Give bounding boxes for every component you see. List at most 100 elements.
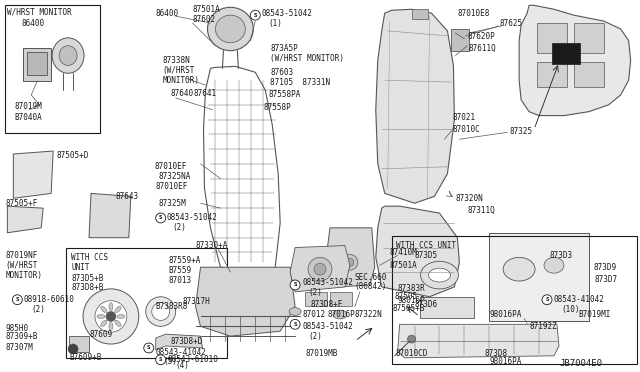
Polygon shape — [196, 267, 295, 336]
Text: 87643: 87643 — [116, 192, 139, 201]
Text: JB7004E0: JB7004E0 — [559, 359, 602, 368]
Text: 08543-51042: 08543-51042 — [302, 279, 353, 288]
Text: 08543-51042: 08543-51042 — [261, 9, 312, 18]
Circle shape — [68, 344, 78, 354]
Bar — [537, 23, 567, 52]
Text: 87325NA: 87325NA — [159, 172, 191, 181]
Text: 98016PA: 98016PA — [489, 310, 522, 319]
Ellipse shape — [115, 307, 121, 312]
Text: 87325: 87325 — [509, 127, 532, 136]
Polygon shape — [13, 151, 53, 198]
Text: 873D8+B: 873D8+B — [71, 283, 104, 292]
Text: W/HRST MONITOR: W/HRST MONITOR — [8, 8, 72, 17]
Text: (W/HRST MONITOR): (W/HRST MONITOR) — [270, 54, 344, 63]
Ellipse shape — [289, 308, 301, 315]
Text: (86842): (86842) — [355, 282, 387, 291]
Text: (2): (2) — [31, 305, 45, 314]
Bar — [420, 297, 474, 318]
Text: 87309+B: 87309+B — [5, 332, 38, 341]
Text: 87012: 87012 — [302, 310, 325, 319]
Circle shape — [290, 320, 300, 329]
Ellipse shape — [429, 268, 451, 282]
Text: SEC.660: SEC.660 — [355, 273, 387, 282]
Text: 87307M: 87307M — [5, 343, 33, 352]
Text: 87505+F: 87505+F — [5, 199, 38, 208]
Polygon shape — [397, 324, 559, 358]
Text: 87609: 87609 — [89, 330, 112, 339]
Text: 87383R: 87383R — [397, 284, 426, 294]
Text: 08543-51042: 08543-51042 — [302, 322, 353, 331]
Text: (2): (2) — [308, 288, 322, 297]
Text: 87311Q: 87311Q — [467, 206, 495, 215]
Text: 873D5+B: 873D5+B — [71, 273, 104, 283]
Text: 87611Q: 87611Q — [468, 44, 496, 53]
Bar — [537, 62, 567, 87]
Text: 86400: 86400 — [21, 19, 44, 28]
Ellipse shape — [544, 257, 564, 273]
Bar — [412, 9, 428, 19]
Text: 98016PA: 98016PA — [489, 357, 522, 366]
Ellipse shape — [117, 314, 125, 318]
Text: B7040A: B7040A — [14, 113, 42, 122]
Text: (1): (1) — [268, 19, 282, 28]
Text: 08918-60610: 08918-60610 — [23, 295, 74, 304]
Bar — [66, 247, 227, 358]
Bar — [5, 5, 100, 133]
Text: 87019NF: 87019NF — [5, 251, 38, 260]
Text: 873D3: 873D3 — [549, 251, 572, 260]
Circle shape — [542, 295, 552, 305]
Text: MONITOR): MONITOR) — [163, 76, 200, 85]
Text: S: S — [159, 215, 163, 221]
Circle shape — [408, 335, 415, 343]
Text: 87192Z: 87192Z — [529, 322, 557, 331]
Text: 87338N: 87338N — [163, 56, 191, 65]
Bar — [69, 336, 89, 352]
Text: UNIT: UNIT — [71, 263, 90, 272]
Text: (W/HRST: (W/HRST — [5, 261, 38, 270]
Text: 08543-41042: 08543-41042 — [554, 295, 605, 304]
Text: 873D8+D: 873D8+D — [171, 337, 203, 346]
Text: B7559: B7559 — [169, 266, 192, 275]
Circle shape — [83, 289, 139, 344]
Bar — [23, 48, 51, 81]
Bar — [552, 43, 580, 64]
Circle shape — [250, 10, 260, 20]
Circle shape — [144, 343, 154, 353]
Text: 87010EF: 87010EF — [156, 182, 188, 191]
Text: 87558P: 87558P — [263, 103, 291, 112]
Circle shape — [95, 301, 127, 332]
Polygon shape — [156, 334, 202, 350]
Text: 08543-41042: 08543-41042 — [156, 349, 207, 357]
Text: 87620P: 87620P — [467, 32, 495, 41]
Text: 87410M: 87410M — [390, 248, 417, 257]
Text: 87325M: 87325M — [159, 199, 186, 208]
Ellipse shape — [97, 314, 105, 318]
Ellipse shape — [207, 7, 253, 51]
Ellipse shape — [503, 257, 535, 281]
Text: 87010E8: 87010E8 — [458, 9, 490, 18]
Bar — [330, 292, 352, 306]
Text: 87016P: 87016P — [328, 310, 356, 319]
Ellipse shape — [52, 38, 84, 73]
Text: S: S — [253, 13, 257, 18]
Text: 87640: 87640 — [171, 89, 194, 99]
Circle shape — [12, 295, 22, 305]
Circle shape — [342, 254, 358, 270]
Text: B7019MI: B7019MI — [579, 310, 611, 319]
Bar — [574, 62, 604, 87]
Text: 873D9: 873D9 — [594, 263, 617, 272]
Text: 873D6: 873D6 — [415, 300, 438, 309]
Text: 08543-51042: 08543-51042 — [166, 214, 218, 222]
Text: B7609+B: B7609+B — [69, 353, 102, 362]
Text: 87317H: 87317H — [182, 297, 211, 306]
Text: (W/HRST: (W/HRST — [163, 66, 195, 75]
Text: 87019MB: 87019MB — [305, 349, 337, 358]
Text: 873D8: 873D8 — [484, 349, 508, 358]
Text: WITH CCS UNIT: WITH CCS UNIT — [396, 241, 456, 250]
Text: 87501A: 87501A — [390, 261, 417, 270]
Polygon shape — [290, 246, 350, 292]
Polygon shape — [89, 193, 131, 238]
Polygon shape — [376, 206, 460, 297]
Text: 87322N: 87322N — [355, 310, 383, 319]
Ellipse shape — [420, 261, 458, 289]
